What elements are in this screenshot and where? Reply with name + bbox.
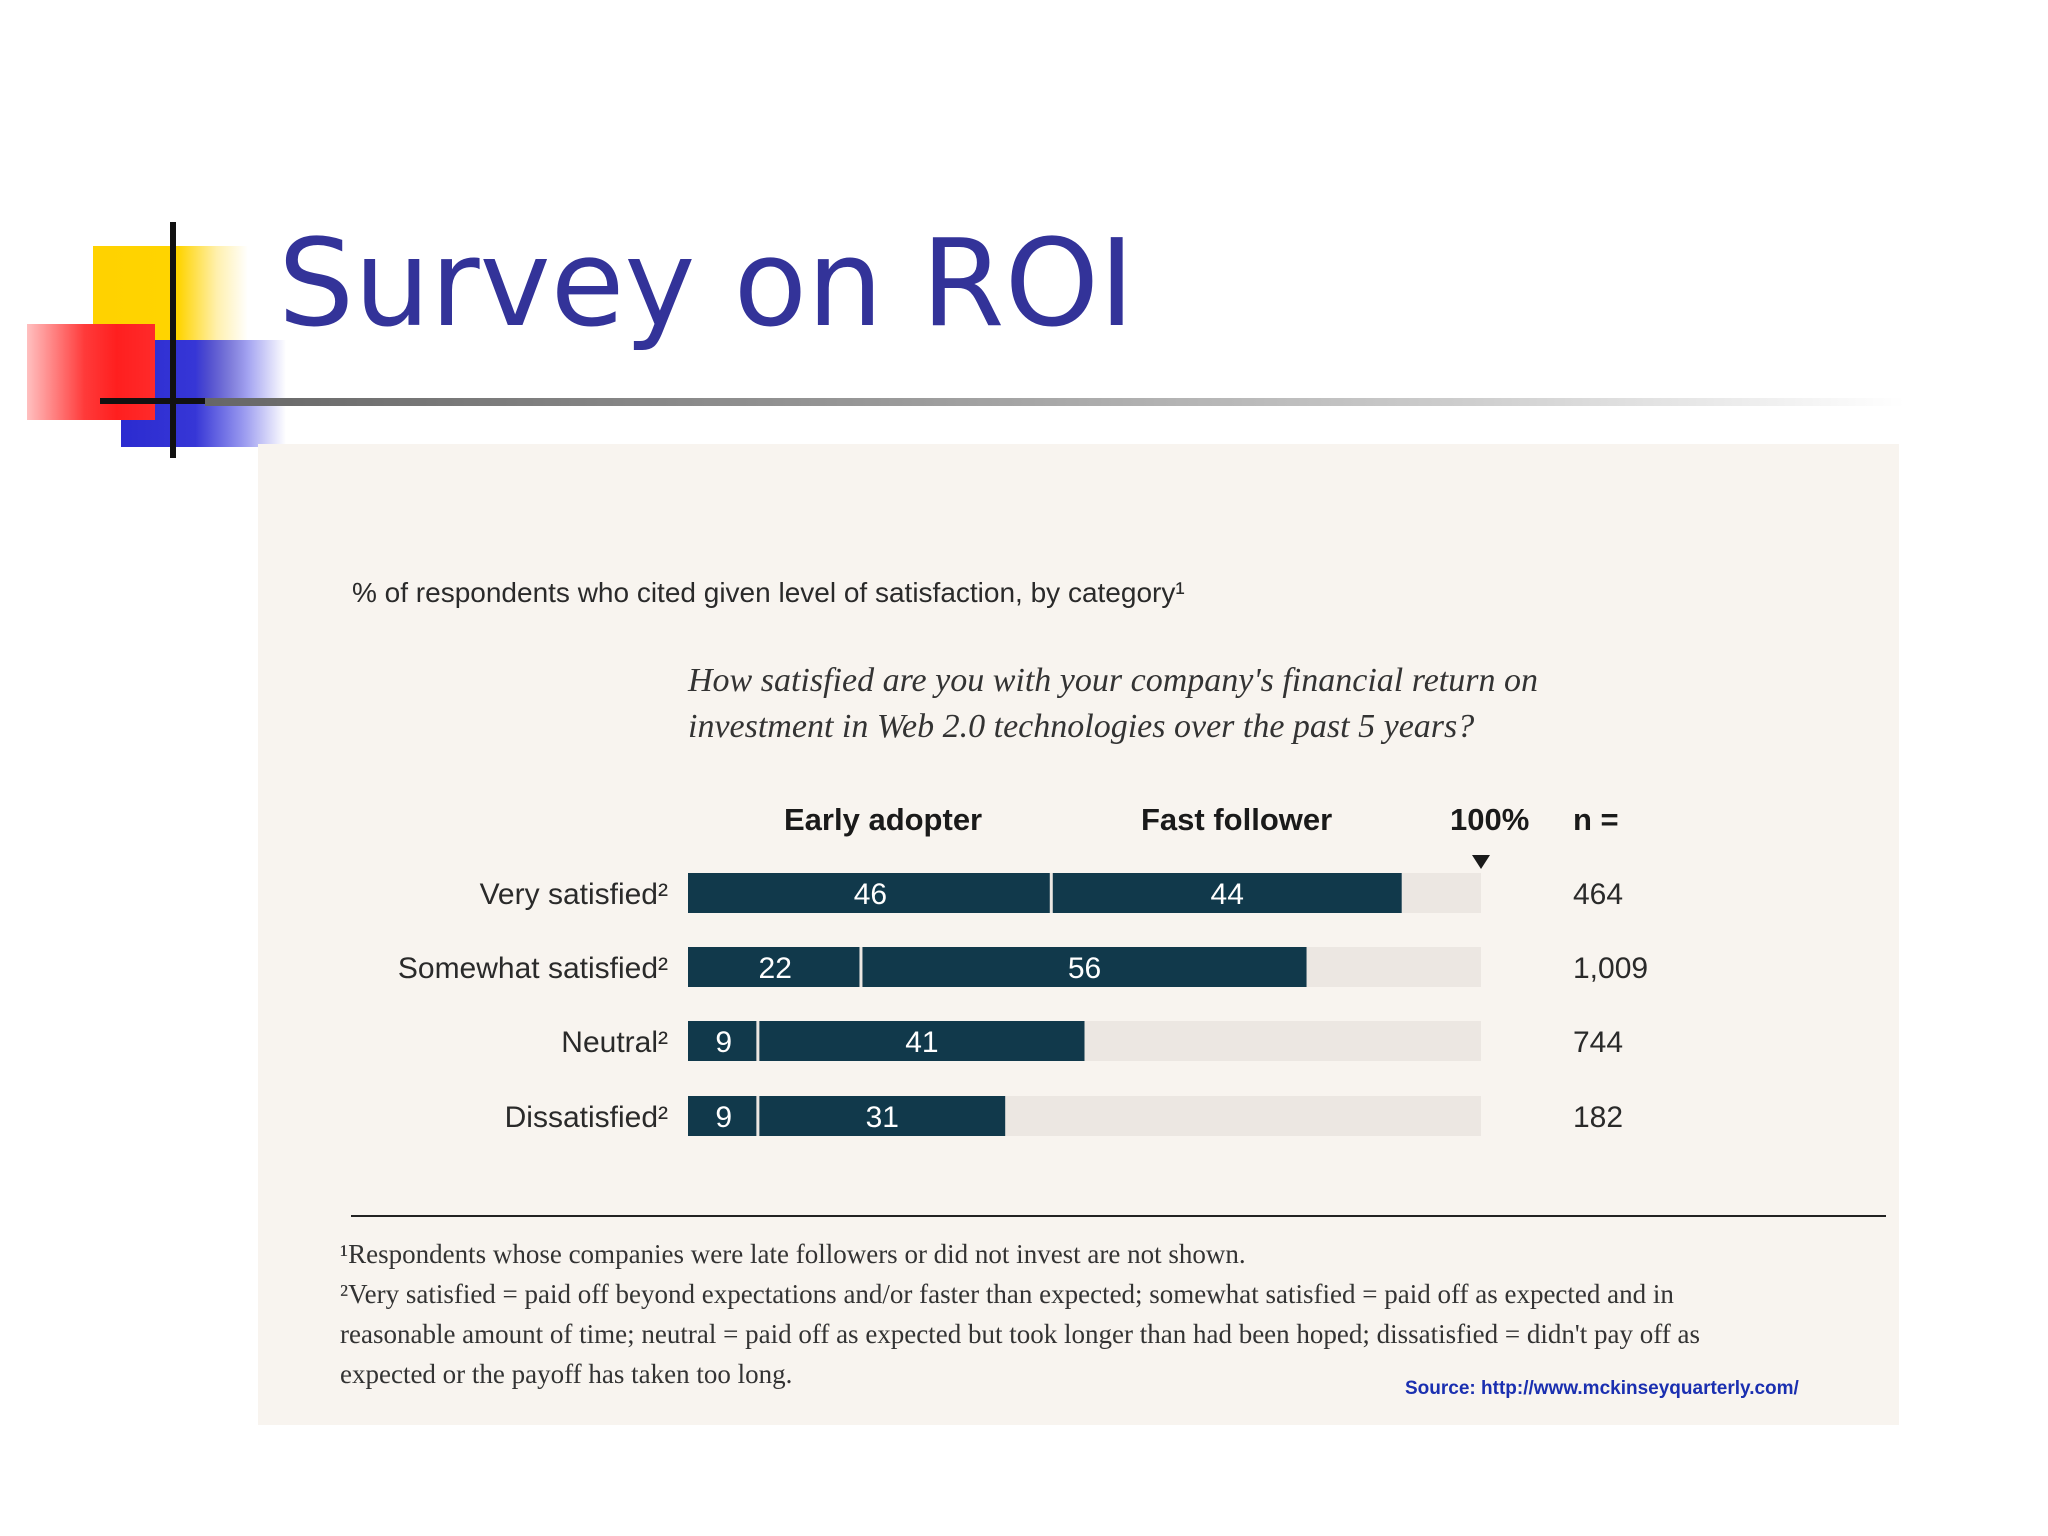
bar-value-label: 46 <box>854 878 887 911</box>
decor-horizontal-tick <box>100 398 220 404</box>
n-value: 744 <box>1573 1026 1623 1059</box>
bar-segment <box>862 947 1307 987</box>
bar-value-label: 31 <box>866 1101 899 1134</box>
bar-value-label: 9 <box>715 1026 732 1059</box>
decor-red-square <box>27 324 155 420</box>
chart-subtitle: % of respondents who cited given level o… <box>352 577 1185 608</box>
footnote-2: ²Very satisfied = paid off beyond expect… <box>340 1279 1700 1389</box>
total-label: 100% <box>1450 802 1530 837</box>
chart-question: How satisfied are you with your company'… <box>688 662 1538 745</box>
bar-segment <box>688 947 860 987</box>
footnote-1: ¹Respondents whose companies were late f… <box>340 1239 1246 1269</box>
bar-value-label: 44 <box>1211 878 1244 911</box>
bar-segment <box>688 1096 757 1136</box>
category-label: Very satisfied² <box>480 878 668 911</box>
n-value: 1,009 <box>1573 952 1648 985</box>
legend-fast-follower: Fast follower <box>1141 802 1333 837</box>
category-label: Neutral² <box>561 1026 668 1059</box>
source-link[interactable]: Source: http://www.mckinseyquarterly.com… <box>1405 1378 1799 1399</box>
bar-segment <box>688 873 1050 913</box>
n-value: 182 <box>1573 1101 1623 1134</box>
down-arrow-icon <box>1472 855 1490 869</box>
bar-segment <box>688 1021 757 1061</box>
bar-value-label: 9 <box>715 1101 732 1134</box>
bar-value-label: 56 <box>1068 952 1101 985</box>
n-column-header: n = <box>1573 802 1619 837</box>
slide-title: Survey on ROI <box>278 215 1135 354</box>
category-label: Somewhat satisfied² <box>398 952 668 985</box>
bar-segment <box>759 1021 1085 1061</box>
title-underline <box>205 398 1905 406</box>
legend-early-adopter: Early adopter <box>784 802 983 837</box>
chart-panel <box>258 444 1899 1425</box>
bar-segment <box>1052 873 1402 913</box>
n-value: 464 <box>1573 878 1623 911</box>
decor-vertical-line <box>170 222 176 458</box>
footnote-divider <box>351 1215 1886 1217</box>
bar-segment <box>759 1096 1006 1136</box>
bar-value-label: 41 <box>905 1026 938 1059</box>
footnotes: ¹Respondents whose companies were late f… <box>340 1234 1760 1394</box>
bar-value-label: 22 <box>759 952 792 985</box>
category-label: Dissatisfied² <box>505 1101 668 1134</box>
